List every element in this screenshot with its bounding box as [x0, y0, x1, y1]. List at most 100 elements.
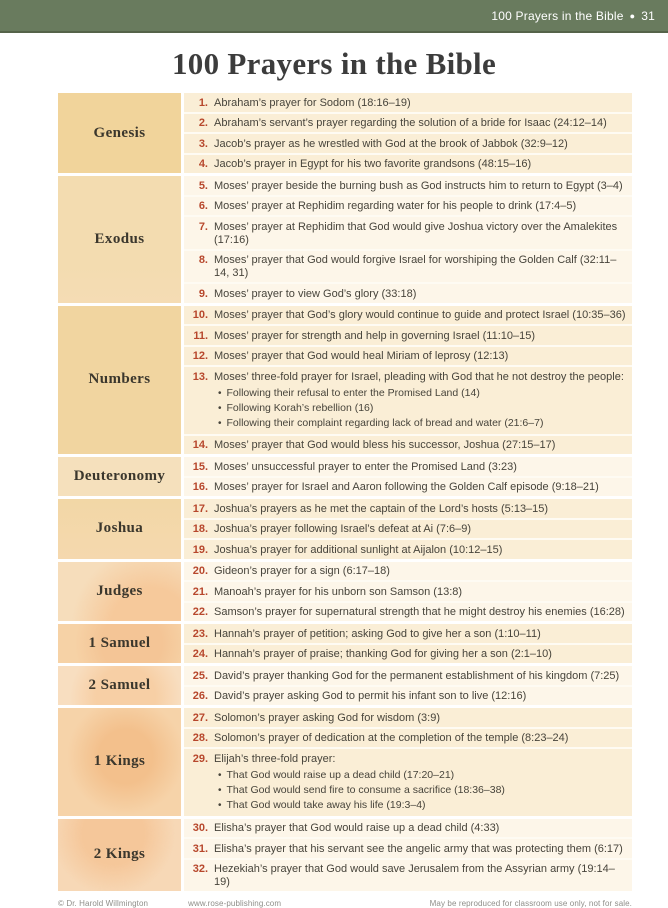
bullet-text: Following their refusal to enter the Pro…	[226, 386, 480, 399]
prayer-text: Abraham’s prayer for Sodom (18:16–19)	[214, 96, 411, 109]
prayer-row: 13. Moses’ three-fold prayer for Israel, …	[184, 367, 632, 436]
bullet-text: Following Korah’s rebellion (16)	[226, 401, 374, 414]
prayer-number: 3.	[198, 137, 208, 150]
prayer-text: David’s prayer asking God to permit his …	[214, 690, 527, 702]
prayer-number: 19.	[192, 543, 208, 556]
prayer-number: 1.	[198, 96, 208, 109]
prayer-text: Moses’ prayer that God would heal Miriam…	[214, 350, 509, 362]
prayer-number: 14.	[192, 439, 208, 451]
prayer-text: Manoah’s prayer for his unborn son Samso…	[214, 585, 463, 598]
prayer-text: David’s prayer thanking God for the perm…	[214, 669, 620, 682]
book-cell: Numbers	[58, 305, 181, 454]
book-cell: 1 Kings	[58, 708, 181, 816]
license-text: May be reproduced for classroom use only…	[429, 899, 632, 908]
bullet-item: • That God would raise up a dead child (1…	[218, 768, 626, 783]
prayer-text: Jacob’s prayer in Egypt for his two favo…	[214, 158, 532, 170]
prayer-number: 13.	[192, 370, 208, 383]
prayer-text: Moses’ prayer for strength and help in g…	[214, 329, 536, 342]
header-running-title: 100 Prayers in the Bible ● 31	[491, 9, 655, 23]
bullet-separator-icon: ●	[629, 10, 636, 21]
prayer-text: Moses’ prayer at Rephidim regarding wate…	[214, 200, 577, 212]
prayer-text: Elijah’s three-fold prayer:	[214, 752, 336, 765]
prayer-row: 25. David’s prayer thanking God for the p…	[184, 666, 632, 687]
bullet-dot-icon: •	[218, 799, 222, 811]
book-group: Numbers 10. Moses’ prayer that God’s glory…	[58, 305, 632, 454]
entries-column: 10. Moses’ prayer that God’s glory would …	[184, 305, 632, 454]
header-title-text: 100 Prayers in the Bible	[491, 8, 624, 23]
bullet-dot-icon: •	[218, 769, 222, 781]
prayer-text: Moses’ prayer that God’s glory would con…	[214, 309, 626, 321]
entries-column: 25. David’s prayer thanking God for the p…	[184, 666, 632, 705]
prayer-table: Genesis 1. Abraham’s prayer for Sodom (18:…	[58, 93, 632, 891]
prayer-row: 24. Hannah’s prayer of praise; thanking G…	[184, 644, 632, 663]
prayer-row: 19. Joshua’s prayer for additional sunlig…	[184, 540, 632, 559]
prayer-text: Solomon’s prayer of dedication at the co…	[214, 732, 569, 744]
prayer-text: Moses’ prayer that God would bless his s…	[214, 439, 556, 451]
prayer-row: 7. Moses’ prayer at Rephidim that God wou…	[184, 217, 632, 251]
prayer-row: 1. Abraham’s prayer for Sodom (18:16–19)	[184, 93, 632, 114]
bullet-item: • That God would send fire to consume a s…	[218, 783, 626, 798]
bullet-item: • Following their refusal to enter the Pr…	[218, 386, 626, 401]
prayer-row: 20. Gideon’s prayer for a sign (6:17–18)	[184, 561, 632, 582]
prayer-number: 18.	[192, 523, 208, 535]
prayer-text: Hannah’s prayer of petition; asking God …	[214, 627, 541, 640]
book-cell: 2 Samuel	[58, 666, 181, 705]
entries-column: 15. Moses’ unsuccessful prayer to enter t…	[184, 457, 632, 496]
prayer-number: 20.	[192, 565, 208, 577]
book-label: Judges	[96, 582, 143, 599]
bullet-text: Following their complaint regarding lack…	[226, 416, 544, 429]
prayer-text: Moses’ prayer to view God’s glory (33:18…	[214, 287, 417, 300]
prayer-text: Joshua’s prayers as he met the captain o…	[214, 502, 549, 515]
prayer-number: 10.	[192, 309, 208, 321]
bullet-text: That God would send fire to consume a sa…	[226, 783, 505, 796]
prayer-number: 16.	[192, 481, 208, 493]
book-label: Genesis	[93, 124, 146, 141]
prayer-number: 30.	[192, 822, 208, 834]
prayer-text: Moses’ prayer for Israel and Aaron follo…	[214, 481, 599, 493]
prayer-row: 27. Solomon’s prayer asking God for wisdo…	[184, 708, 632, 729]
bullet-dot-icon: •	[218, 402, 222, 414]
bullet-list: • That God would raise up a dead child (1…	[188, 766, 626, 814]
entries-column: 17. Joshua’s prayers as he met the captai…	[184, 499, 632, 559]
book-cell: Joshua	[58, 499, 181, 559]
prayer-text: Jacob’s prayer as he wrestled with God a…	[214, 137, 568, 150]
prayer-number: 22.	[192, 606, 208, 618]
book-group: Exodus 5. Moses’ prayer beside the burning…	[58, 176, 632, 303]
prayer-row: 4. Jacob’s prayer in Egypt for his two fa…	[184, 154, 632, 173]
book-cell: 2 Kings	[58, 818, 181, 891]
book-cell: Judges	[58, 561, 181, 621]
prayer-number: 25.	[192, 669, 208, 682]
prayer-row: 8. Moses’ prayer that God would forgive I…	[184, 250, 632, 284]
prayer-number: 7.	[198, 220, 208, 233]
prayer-number: 21.	[192, 585, 208, 598]
book-label: 2 Kings	[93, 846, 146, 863]
prayer-row: 5. Moses’ prayer beside the burning bush …	[184, 176, 632, 197]
book-label: 1 Samuel	[88, 635, 151, 651]
prayer-number: 26.	[192, 690, 208, 702]
prayer-row: 23. Hannah’s prayer of petition; asking G…	[184, 624, 632, 645]
prayer-text: Samson’s prayer for supernatural strengt…	[214, 606, 625, 618]
prayer-row: 22. Samson’s prayer for supernatural stre…	[184, 602, 632, 621]
prayer-row: 32. Hezekiah’s prayer that God would save…	[184, 859, 632, 891]
book-label: Joshua	[95, 520, 144, 537]
prayer-text: Moses’ prayer that God would forgive Isr…	[214, 254, 617, 279]
footer: © Dr. Harold Willmington www.rose-publis…	[58, 899, 632, 908]
prayer-number: 5.	[198, 179, 208, 192]
book-group: Joshua 17. Joshua’s prayers as he met the …	[58, 499, 632, 559]
entries-column: 1. Abraham’s prayer for Sodom (18:16–19) 2…	[184, 93, 632, 173]
prayer-row: 29. Elijah’s three-fold prayer: • That God …	[184, 749, 632, 816]
prayer-text: Elisha’s prayer that his servant see the…	[214, 842, 623, 855]
bullet-dot-icon: •	[218, 387, 222, 399]
book-group: Judges 20. Gideon’s prayer for a sign (6:1…	[58, 561, 632, 621]
prayer-number: 4.	[198, 158, 208, 170]
prayer-row: 10. Moses’ prayer that God’s glory would …	[184, 305, 632, 326]
prayer-text: Moses’ unsuccessful prayer to enter the …	[214, 460, 517, 473]
prayer-row: 31. Elisha’s prayer that his servant see …	[184, 839, 632, 860]
prayer-text: Moses’ three-fold prayer for Israel, ple…	[214, 370, 624, 383]
bullet-dot-icon: •	[218, 417, 222, 429]
prayer-number: 12.	[192, 350, 208, 362]
prayer-number: 15.	[192, 460, 208, 473]
prayer-number: 31.	[192, 842, 208, 855]
bullet-list: • Following their refusal to enter the Pr…	[188, 384, 626, 432]
book-label: Exodus	[94, 230, 145, 247]
